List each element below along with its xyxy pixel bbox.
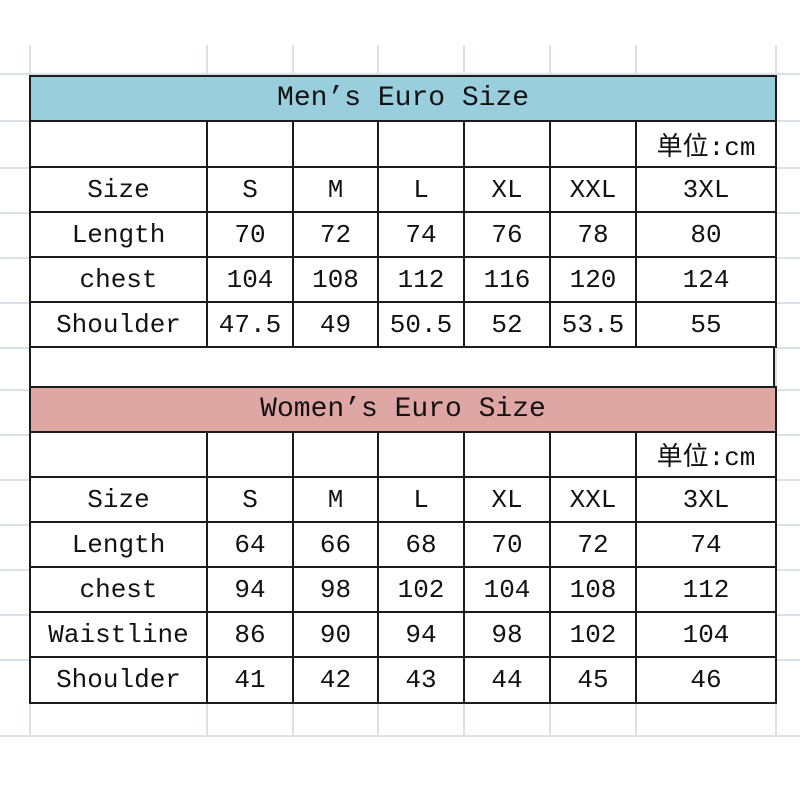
womens-waistline-row: Waistline 86 90 94 98 102 104: [29, 611, 777, 658]
mens-size-row: Size S M L XL XXL 3XL: [29, 166, 778, 213]
value-cell: 44: [463, 656, 551, 704]
row-label-cell: Shoulder: [29, 656, 208, 704]
row-label-cell: Length: [29, 521, 208, 568]
row-label-cell: Waistline: [29, 611, 208, 658]
value-cell: 47.5: [206, 301, 294, 348]
value-cell: 45: [549, 656, 637, 704]
value-cell: 68: [377, 521, 465, 568]
size-cell: M: [292, 476, 379, 523]
value-cell: 72: [292, 211, 379, 258]
mens-size-table: Men’s Euro Size 单位:cm Size S M L XL XXL …: [28, 75, 778, 348]
value-cell: 42: [292, 656, 379, 704]
row-label-cell: chest: [29, 566, 208, 613]
size-chart: Men’s Euro Size 单位:cm Size S M L XL XXL …: [28, 75, 779, 704]
value-cell: 98: [463, 611, 551, 658]
value-cell: 102: [377, 566, 465, 613]
value-cell: 70: [206, 211, 294, 258]
womens-chest-row: chest 94 98 102 104 108 112: [29, 566, 777, 613]
mens-chest-row: chest 104 108 112 116 120 124: [29, 256, 778, 303]
empty-cell: [292, 120, 379, 168]
row-label-cell: chest: [29, 256, 208, 303]
value-cell: 49: [292, 301, 379, 348]
empty-cell: [206, 431, 294, 478]
empty-cell: [463, 431, 551, 478]
row-label-cell: Size: [29, 476, 208, 523]
empty-cell: [29, 120, 208, 168]
value-cell: 116: [463, 256, 551, 303]
value-cell: 53.5: [549, 301, 637, 348]
womens-table-title: Women’s Euro Size: [29, 386, 777, 433]
value-cell: 46: [635, 656, 777, 704]
unit-label-cell: 单位:cm: [635, 431, 777, 478]
value-cell: 70: [463, 521, 551, 568]
size-cell: L: [377, 166, 465, 213]
womens-length-row: Length 64 66 68 70 72 74: [29, 521, 777, 568]
row-label-cell: Length: [29, 211, 208, 258]
empty-cell: [463, 120, 551, 168]
value-cell: 124: [634, 256, 778, 303]
womens-size-table: Women’s Euro Size 单位:cm Size S M L XL XX…: [29, 386, 777, 704]
size-cell: 3XL: [634, 166, 778, 213]
value-cell: 76: [463, 211, 551, 258]
size-cell: M: [292, 166, 379, 213]
value-cell: 80: [634, 211, 778, 258]
value-cell: 64: [206, 521, 294, 568]
empty-cell: [377, 431, 465, 478]
womens-unit-row: 单位:cm: [29, 431, 777, 478]
empty-cell: [29, 431, 208, 478]
value-cell: 52: [463, 301, 551, 348]
size-cell: XL: [463, 476, 551, 523]
value-cell: 120: [549, 256, 637, 303]
value-cell: 112: [377, 256, 465, 303]
value-cell: 94: [206, 566, 294, 613]
mens-unit-row: 单位:cm: [29, 120, 778, 168]
size-cell: XXL: [549, 476, 637, 523]
value-cell: 66: [292, 521, 379, 568]
value-cell: 41: [206, 656, 294, 704]
value-cell: 94: [377, 611, 465, 658]
value-cell: 55: [634, 301, 778, 348]
value-cell: 104: [463, 566, 551, 613]
value-cell: 43: [377, 656, 465, 704]
value-cell: 112: [635, 566, 777, 613]
value-cell: 74: [377, 211, 465, 258]
size-cell: XL: [463, 166, 551, 213]
table-gap-row: [29, 348, 775, 386]
size-cell: 3XL: [635, 476, 777, 523]
empty-cell: [206, 120, 294, 168]
empty-cell: [292, 431, 379, 478]
grid-line-horizontal: [0, 735, 800, 737]
womens-size-row: Size S M L XL XXL 3XL: [29, 476, 777, 523]
womens-title-row: Women’s Euro Size: [29, 386, 777, 433]
value-cell: 102: [549, 611, 637, 658]
mens-table-title: Men’s Euro Size: [28, 75, 778, 122]
value-cell: 72: [549, 521, 637, 568]
value-cell: 78: [549, 211, 637, 258]
mens-length-row: Length 70 72 74 76 78 80: [29, 211, 778, 258]
mens-title-row: Men’s Euro Size: [28, 75, 778, 122]
empty-cell: [377, 120, 465, 168]
size-cell: L: [377, 476, 465, 523]
size-cell: S: [206, 476, 294, 523]
size-cell: XXL: [549, 166, 637, 213]
value-cell: 50.5: [377, 301, 465, 348]
mens-shoulder-row: Shoulder 47.5 49 50.5 52 53.5 55: [29, 301, 778, 348]
value-cell: 104: [206, 256, 294, 303]
row-label-cell: Size: [29, 166, 208, 213]
value-cell: 108: [549, 566, 637, 613]
grid-line-horizontal: [0, 73, 800, 75]
value-cell: 104: [635, 611, 777, 658]
value-cell: 90: [292, 611, 379, 658]
value-cell: 108: [292, 256, 379, 303]
value-cell: 86: [206, 611, 294, 658]
value-cell: 98: [292, 566, 379, 613]
womens-shoulder-row: Shoulder 41 42 43 44 45 46: [29, 656, 777, 704]
empty-cell: [549, 120, 637, 168]
unit-label-cell: 单位:cm: [634, 120, 778, 168]
size-cell: S: [206, 166, 294, 213]
value-cell: 74: [635, 521, 777, 568]
empty-cell: [549, 431, 637, 478]
row-label-cell: Shoulder: [29, 301, 208, 348]
